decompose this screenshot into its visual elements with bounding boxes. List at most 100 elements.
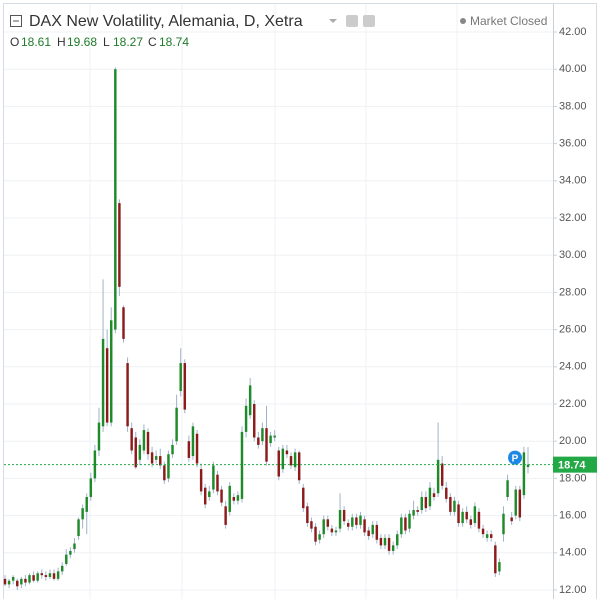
candle-body	[314, 526, 317, 542]
candle-body	[203, 487, 207, 505]
candle-body	[485, 534, 489, 538]
candle-body	[32, 575, 35, 581]
chart-title: DAX New Volatility, Alemania, D, Xetra	[29, 13, 303, 30]
ohlc-label: H	[57, 35, 66, 49]
dropdown-icon[interactable]	[329, 19, 337, 23]
candle-body	[498, 562, 501, 572]
candle-body	[379, 537, 383, 546]
candle-body	[40, 573, 43, 576]
candle-body	[318, 534, 321, 540]
candle-body	[138, 444, 142, 460]
candle-body	[473, 506, 477, 524]
y-tick-label: 20.00	[559, 435, 587, 447]
candle-body	[465, 511, 468, 520]
y-tick-label: 14.00	[559, 547, 587, 559]
settings-icon[interactable]	[363, 15, 375, 27]
candle-body	[118, 203, 121, 287]
candle-body	[179, 363, 182, 391]
candle-body	[257, 437, 260, 445]
candle-body	[396, 534, 399, 546]
frame	[3, 3, 597, 599]
candle-body	[494, 545, 497, 574]
candle-body	[306, 506, 309, 524]
candle-body	[199, 469, 203, 492]
candle-body	[510, 517, 513, 522]
candle-body	[445, 487, 448, 499]
y-tick-label: 24.00	[559, 361, 587, 373]
y-tick-label: 34.00	[559, 175, 587, 187]
candle-body	[44, 575, 48, 577]
candle-body	[130, 428, 133, 451]
candle-body	[273, 435, 276, 438]
candle-body	[420, 497, 423, 511]
candle-body	[265, 428, 268, 462]
candle-body	[228, 485, 231, 512]
candle-body	[293, 452, 297, 468]
candle-body	[248, 385, 252, 416]
candle-body	[297, 452, 301, 481]
y-tick-label: 42.00	[559, 26, 587, 38]
candle-body	[85, 497, 88, 512]
candle-body	[428, 487, 432, 507]
candle-body	[383, 537, 387, 546]
header: DAX New Volatility, Alemania, D, Xetra M…	[10, 13, 547, 49]
candle-body	[208, 491, 211, 497]
y-tick-label: 38.00	[559, 100, 587, 112]
candle-body	[269, 435, 272, 444]
candle-body	[432, 493, 436, 497]
candle-body	[436, 459, 440, 494]
candle-body	[24, 578, 27, 583]
candle-body	[154, 456, 158, 460]
candle-body	[371, 524, 374, 535]
y-tick-label: 18.00	[559, 472, 587, 484]
candles: P	[3, 67, 553, 590]
candle-body	[146, 431, 150, 455]
candle-body	[338, 510, 342, 529]
candle-body	[469, 519, 473, 525]
candle-body	[522, 452, 526, 496]
candle-body	[477, 511, 481, 529]
candle-body	[355, 517, 358, 525]
candle-body	[101, 338, 105, 427]
candle-body	[195, 433, 199, 464]
candle-body	[163, 465, 166, 481]
y-tick-label: 36.00	[559, 138, 587, 150]
ohlc-value: 18.61	[21, 35, 51, 49]
candle-body	[150, 452, 154, 464]
candle-body	[3, 578, 7, 585]
candle-body	[330, 528, 334, 533]
candle-body	[28, 575, 31, 583]
candle-body	[387, 537, 391, 551]
candle-body	[73, 543, 76, 550]
y-tick-label: 26.00	[559, 324, 587, 336]
candle-body	[416, 510, 419, 512]
y-tick-label: 30.00	[559, 249, 587, 261]
candle-body	[359, 515, 362, 525]
candle-body	[56, 571, 60, 579]
candle-body	[52, 573, 56, 579]
candle-body	[322, 519, 325, 535]
candle-body	[110, 320, 113, 423]
candle-body	[224, 506, 227, 525]
candle-body	[346, 523, 350, 527]
candle-body	[20, 578, 23, 585]
candle-body	[16, 580, 19, 587]
candle-body	[126, 363, 129, 427]
candle-body	[461, 511, 464, 524]
ohlc-label: L	[103, 35, 110, 49]
y-tick-label: 12.00	[559, 584, 587, 596]
candle-body	[261, 428, 264, 442]
y-tick-label: 16.00	[559, 510, 587, 522]
candle-body	[518, 489, 522, 518]
candle-body	[232, 497, 236, 501]
candle-body	[285, 450, 289, 455]
eye-icon[interactable]	[346, 15, 358, 27]
candle-body	[159, 456, 162, 466]
y-axis: 12.00 14.00 16.00 18.00 20.00 22.00 24.00 26.00…	[553, 26, 597, 596]
candle-body	[36, 573, 39, 581]
candle-body	[212, 465, 215, 490]
badge	[508, 450, 522, 465]
candle-body	[142, 430, 146, 451]
candle-body	[400, 517, 403, 535]
